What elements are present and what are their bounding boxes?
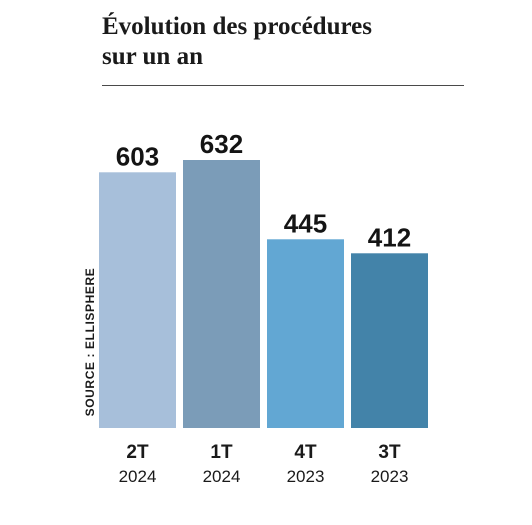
title-divider <box>102 85 464 86</box>
bar-2t-2024 <box>99 172 176 428</box>
chart-title-line-1: Évolution des procédures <box>102 13 372 40</box>
category-quarter-label: 4T <box>294 442 317 463</box>
category-labels-group: 2T 2024 1T 2024 4T 2023 3T 2023 <box>119 442 409 486</box>
category-year-label: 2024 <box>119 467 157 486</box>
category-quarter-label: 3T <box>378 442 401 463</box>
bars-group <box>99 160 428 428</box>
category-quarter-label: 1T <box>210 442 233 463</box>
bar-1t-2024 <box>183 160 260 428</box>
chart-title-line-2: sur un an <box>102 43 203 70</box>
value-label: 412 <box>368 222 411 252</box>
value-label: 603 <box>116 141 159 171</box>
category-year-label: 2023 <box>287 467 325 486</box>
value-label: 445 <box>284 208 327 238</box>
chart-title: Évolution des procédures sur un an <box>102 12 482 72</box>
bar-4t-2023 <box>267 239 344 428</box>
value-labels-group: 603 632 445 412 <box>116 129 411 252</box>
bar-3t-2023 <box>351 253 428 428</box>
category-year-label: 2023 <box>371 467 409 486</box>
category-quarter-label: 2T <box>126 442 149 463</box>
category-year-label: 2024 <box>203 467 241 486</box>
value-label: 632 <box>200 129 243 159</box>
